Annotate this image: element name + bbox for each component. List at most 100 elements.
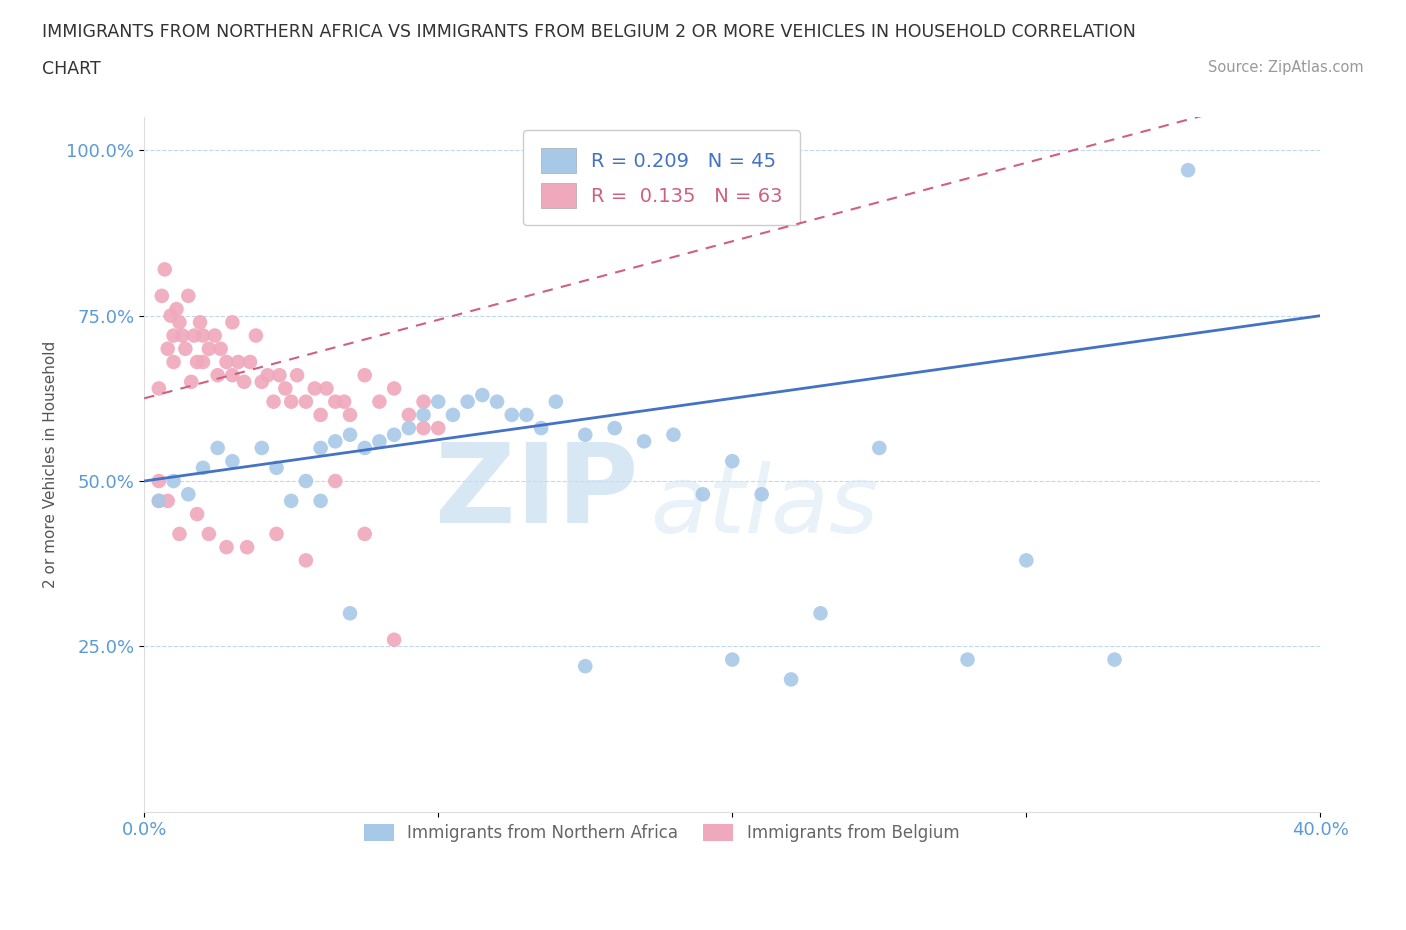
- Point: [295, 553, 318, 568]
- Point: [309, 494, 332, 509]
- Point: [285, 367, 308, 382]
- Point: [603, 420, 626, 435]
- Point: [339, 407, 361, 422]
- Point: [266, 526, 288, 541]
- Point: [280, 394, 302, 409]
- Point: [398, 407, 420, 422]
- Point: [280, 494, 302, 509]
- Point: [148, 473, 170, 488]
- Point: [188, 315, 211, 330]
- Point: [156, 341, 179, 356]
- Point: [177, 288, 200, 303]
- Point: [309, 441, 332, 456]
- Point: [221, 367, 243, 382]
- Point: [153, 262, 176, 277]
- Point: [191, 460, 214, 475]
- Point: [339, 605, 361, 620]
- Point: [810, 605, 832, 620]
- Point: [183, 328, 205, 343]
- Point: [198, 526, 221, 541]
- Point: [368, 394, 391, 409]
- Point: [427, 420, 450, 435]
- Point: [191, 354, 214, 369]
- Point: [221, 454, 243, 469]
- Point: [1177, 163, 1199, 178]
- Legend: Immigrants from Northern Africa, Immigrants from Belgium: Immigrants from Northern Africa, Immigra…: [357, 817, 966, 848]
- Point: [751, 486, 773, 501]
- Point: [398, 420, 420, 435]
- Point: [221, 315, 243, 330]
- Point: [250, 441, 273, 456]
- Point: [574, 427, 596, 442]
- Point: [226, 354, 249, 369]
- Point: [353, 441, 375, 456]
- Point: [633, 434, 655, 449]
- Point: [245, 328, 267, 343]
- Point: [382, 632, 405, 647]
- Point: [204, 328, 226, 343]
- Point: [457, 394, 479, 409]
- Point: [148, 494, 170, 509]
- Point: [382, 381, 405, 396]
- Point: [269, 367, 291, 382]
- Point: [266, 460, 288, 475]
- Point: [186, 354, 208, 369]
- Point: [207, 367, 229, 382]
- Point: [721, 652, 744, 667]
- Point: [323, 473, 346, 488]
- Point: [323, 394, 346, 409]
- Point: [353, 367, 375, 382]
- Point: [486, 394, 509, 409]
- Point: [215, 539, 238, 554]
- Point: [174, 341, 197, 356]
- Point: [156, 494, 179, 509]
- Point: [239, 354, 262, 369]
- Point: [250, 375, 273, 390]
- Point: [159, 308, 181, 323]
- Point: [172, 328, 194, 343]
- Point: [353, 526, 375, 541]
- Point: [309, 407, 332, 422]
- Point: [233, 375, 256, 390]
- Y-axis label: 2 or more Vehicles in Household: 2 or more Vehicles in Household: [44, 341, 58, 588]
- Point: [956, 652, 979, 667]
- Point: [209, 341, 232, 356]
- Point: [1015, 553, 1038, 568]
- Point: [662, 427, 685, 442]
- Point: [471, 388, 494, 403]
- Point: [295, 394, 318, 409]
- Text: IMMIGRANTS FROM NORTHERN AFRICA VS IMMIGRANTS FROM BELGIUM 2 OR MORE VEHICLES IN: IMMIGRANTS FROM NORTHERN AFRICA VS IMMIG…: [42, 23, 1136, 41]
- Point: [236, 539, 259, 554]
- Point: [692, 486, 714, 501]
- Text: Source: ZipAtlas.com: Source: ZipAtlas.com: [1208, 60, 1364, 75]
- Point: [295, 473, 318, 488]
- Point: [150, 288, 173, 303]
- Point: [169, 526, 191, 541]
- Point: [721, 454, 744, 469]
- Point: [207, 441, 229, 456]
- Point: [412, 394, 434, 409]
- Point: [339, 427, 361, 442]
- Point: [148, 381, 170, 396]
- Point: [441, 407, 464, 422]
- Point: [412, 420, 434, 435]
- Point: [368, 434, 391, 449]
- Point: [574, 658, 596, 673]
- Point: [186, 507, 208, 522]
- Point: [166, 301, 188, 316]
- Point: [868, 441, 890, 456]
- Point: [333, 394, 356, 409]
- Point: [148, 494, 170, 509]
- Point: [162, 328, 184, 343]
- Point: [304, 381, 326, 396]
- Point: [544, 394, 567, 409]
- Point: [501, 407, 523, 422]
- Point: [191, 328, 214, 343]
- Point: [274, 381, 297, 396]
- Text: atlas: atlas: [650, 460, 879, 551]
- Point: [315, 381, 337, 396]
- Point: [162, 354, 184, 369]
- Point: [382, 427, 405, 442]
- Point: [1104, 652, 1126, 667]
- Point: [177, 486, 200, 501]
